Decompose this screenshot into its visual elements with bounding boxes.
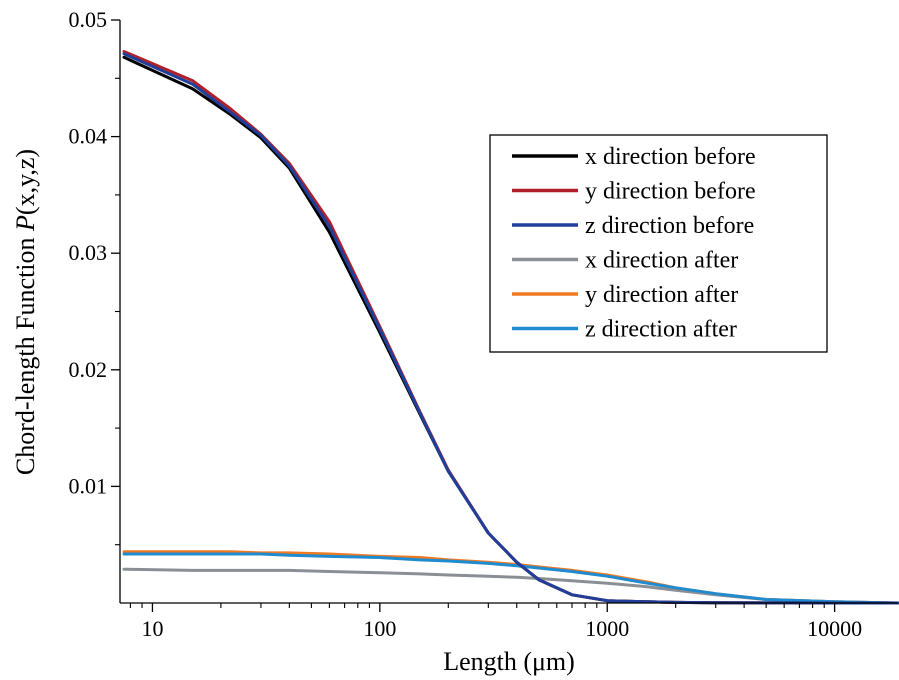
x-tick-label: 1000 (585, 616, 629, 641)
y-axis-title-prefix: Chord-length Function (11, 231, 40, 475)
legend-label-x-direction-before: x direction before (585, 144, 756, 170)
legend-label-z-direction-before: z direction before (585, 213, 754, 239)
y-tick-label: 0.05 (69, 7, 108, 32)
legend-box (489, 134, 828, 353)
y-axis-title: Chord-length Function P(x,y,z) (11, 149, 40, 475)
x-tick-label: 10 (141, 616, 163, 641)
legend-label-x-direction-after: x direction after (585, 248, 738, 274)
x-tick-label: 100 (363, 616, 396, 641)
y-tick-label: 0.02 (69, 357, 108, 382)
y-tick-label: 0.01 (69, 473, 108, 498)
series-line-z-direction-after (122, 552, 899, 605)
x-tick-label: 10000 (807, 616, 862, 641)
legend: x direction before y direction before z di… (489, 134, 828, 353)
x-axis-title: Length (μm) (443, 647, 575, 676)
legend-label-y-direction-before: y direction before (585, 179, 756, 205)
y-tick-label: 0.03 (69, 240, 108, 265)
y-axis-title-suffix: (x,y,z) (11, 149, 40, 215)
series-line-x-direction-after (122, 567, 899, 605)
axes: 0.01 0.02 0.03 0.04 0.05 10 100 1000 10000 (69, 7, 898, 641)
legend-label-z-direction-after: z direction after (585, 317, 737, 343)
y-tick-label: 0.04 (69, 124, 108, 149)
legend-label-y-direction-after: y direction after (585, 282, 738, 308)
y-axis-title-italic: P (11, 215, 40, 232)
